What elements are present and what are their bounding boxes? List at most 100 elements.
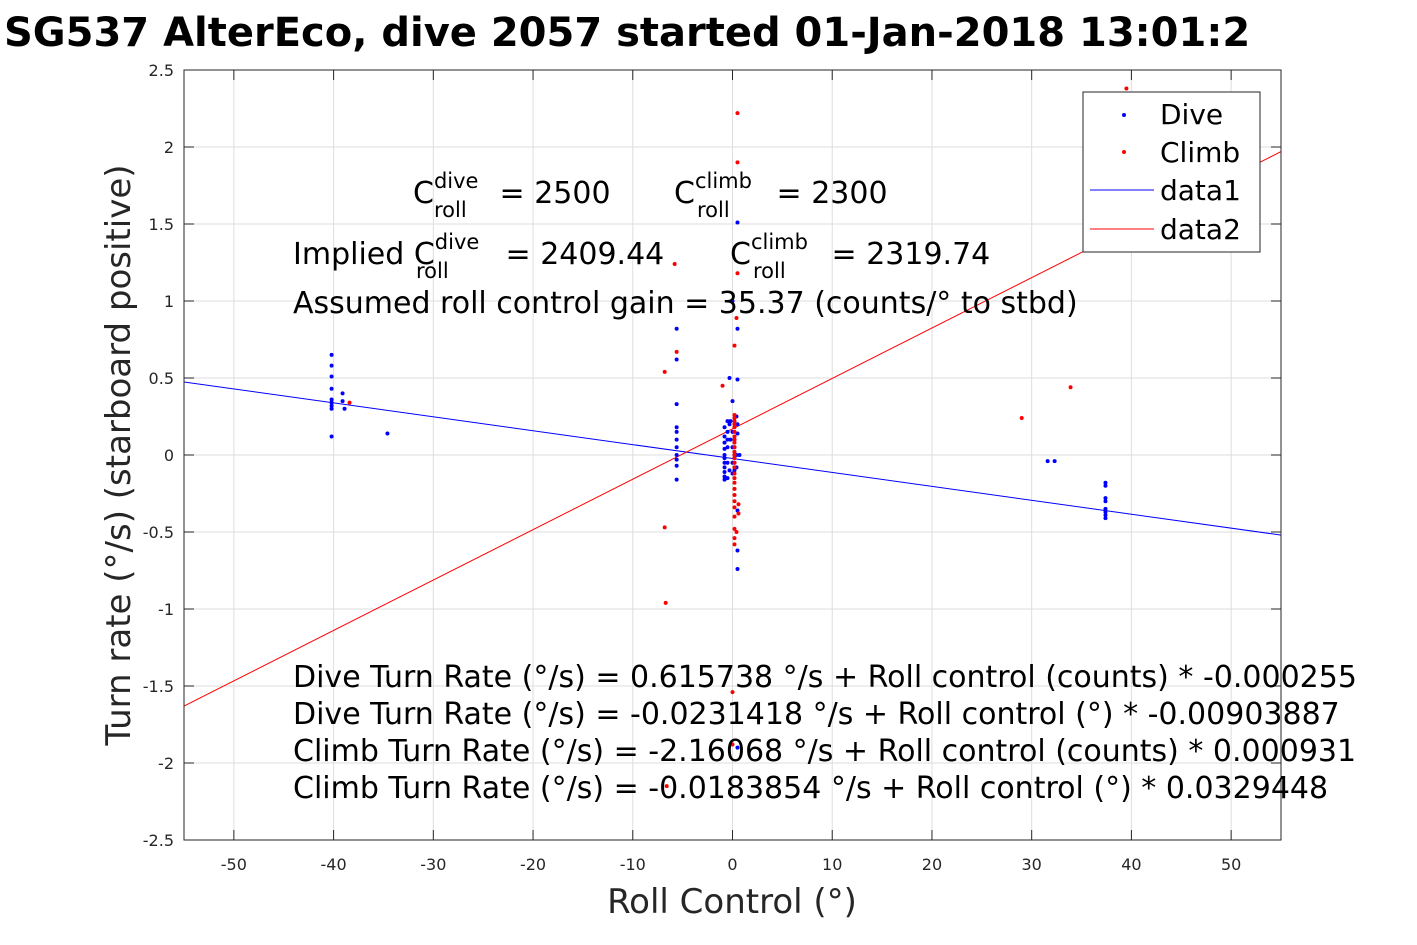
point-dive — [329, 374, 334, 379]
point-climb — [1068, 385, 1073, 390]
x-tick-label: -40 — [321, 855, 347, 874]
point-dive — [735, 745, 740, 750]
point-climb — [732, 456, 737, 461]
point-climb — [1019, 416, 1024, 421]
point-climb — [735, 111, 740, 116]
data-points — [329, 86, 1129, 789]
point-climb — [732, 493, 737, 498]
point-climb — [732, 526, 737, 531]
point-climb — [347, 400, 352, 405]
plot-border — [183, 69, 1282, 841]
annotation-roll-gain: Assumed roll control gain = 35.37 (count… — [293, 286, 1078, 321]
point-climb — [732, 505, 737, 510]
x-axis-label: Roll Control (°) — [607, 882, 857, 922]
legend-label-data1: data1 — [1160, 174, 1241, 207]
x-tick-label: -30 — [420, 855, 446, 874]
x-tick-label: 0 — [727, 855, 737, 874]
point-dive — [1103, 483, 1108, 488]
legend-label-data2: data2 — [1160, 213, 1241, 246]
point-dive — [722, 469, 727, 474]
point-dive — [340, 399, 345, 404]
y-tick-label: 2 — [164, 138, 174, 157]
point-dive — [732, 468, 737, 473]
y-axis-ticks: -2.5 -2 -1.5 -1 -0.5 0 0.5 1 1.5 2 2.5 — [143, 61, 1281, 850]
point-climb — [664, 784, 669, 789]
legend-box — [1082, 91, 1261, 253]
point-dive — [722, 453, 727, 457]
point-dive — [728, 437, 733, 442]
x-tick-label: 40 — [1121, 855, 1141, 874]
y-axis-label: Turn rate (°/s) (starboard positive) — [99, 164, 139, 746]
point-climb — [732, 476, 737, 481]
point-dive — [329, 400, 334, 405]
y-tick-label: -1.5 — [143, 677, 174, 696]
x-tick-label: -50 — [221, 855, 247, 874]
x-tick-label: 30 — [1022, 855, 1042, 874]
point-dive — [1103, 506, 1108, 511]
point-dive — [735, 566, 740, 571]
point-dive — [735, 422, 740, 427]
point-climb — [732, 514, 737, 519]
point-dive — [722, 446, 727, 451]
point-climb — [732, 460, 737, 465]
point-dive — [674, 437, 679, 442]
annotation-fit-line-4: Climb Turn Rate (°/s) = -0.0183854 °/s +… — [293, 771, 1328, 806]
point-climb — [1124, 86, 1129, 91]
point-dive — [329, 386, 334, 391]
point-dive — [329, 434, 334, 439]
point-climb — [732, 536, 737, 541]
y-tick-label: -2.5 — [143, 831, 174, 850]
point-dive — [329, 403, 334, 408]
point-dive — [1103, 513, 1108, 518]
point-dive — [722, 425, 727, 430]
point-dive — [722, 465, 727, 470]
point-climb — [736, 502, 741, 507]
chart-title: SG537 AlterEco, dive 2057 started 01-Jan… — [4, 10, 1250, 56]
y-tick-label: -2 — [158, 754, 174, 773]
y-tick-label: 1.5 — [149, 215, 174, 234]
point-climb — [732, 471, 737, 476]
x-axis-ticks: -50 -40 -30 -20 -10 0 10 20 30 40 50 — [221, 70, 1241, 874]
y-tick-label: 0 — [164, 446, 174, 465]
point-climb — [732, 440, 737, 445]
point-dive — [722, 440, 727, 445]
point-climb — [735, 160, 740, 165]
legend-label-dive: Dive — [1160, 98, 1223, 131]
point-dive — [722, 477, 727, 482]
point-climb — [735, 271, 740, 276]
point-dive — [725, 445, 730, 450]
point-dive — [674, 457, 679, 462]
point-climb — [732, 343, 737, 348]
y-tick-label: -1 — [158, 600, 174, 619]
point-dive — [1103, 516, 1108, 521]
point-dive — [1103, 509, 1108, 514]
legend: Dive Climb data1 data2 — [1082, 91, 1261, 253]
y-tick-label: -0.5 — [143, 523, 174, 542]
y-tick-label: 0.5 — [149, 369, 174, 388]
point-dive — [735, 431, 740, 436]
point-dive — [735, 548, 740, 553]
point-climb — [730, 742, 735, 747]
x-tick-label: -20 — [520, 855, 546, 874]
point-dive — [1103, 499, 1108, 504]
point-climb — [732, 422, 737, 427]
point-dive — [727, 376, 732, 380]
point-climb — [732, 486, 737, 491]
point-climb — [720, 383, 725, 388]
point-climb — [732, 437, 737, 442]
point-dive — [674, 463, 679, 468]
point-dive — [674, 402, 679, 407]
point-dive — [730, 399, 735, 404]
point-dive — [735, 326, 740, 331]
point-climb — [730, 690, 735, 695]
point-dive — [725, 437, 730, 442]
point-dive — [329, 352, 334, 357]
point-climb — [674, 349, 679, 354]
point-dive — [329, 363, 334, 368]
x-tick-label: 50 — [1221, 855, 1241, 874]
point-dive — [725, 460, 730, 465]
point-dive — [329, 397, 334, 402]
point-climb — [732, 412, 737, 417]
point-dive — [674, 477, 679, 482]
